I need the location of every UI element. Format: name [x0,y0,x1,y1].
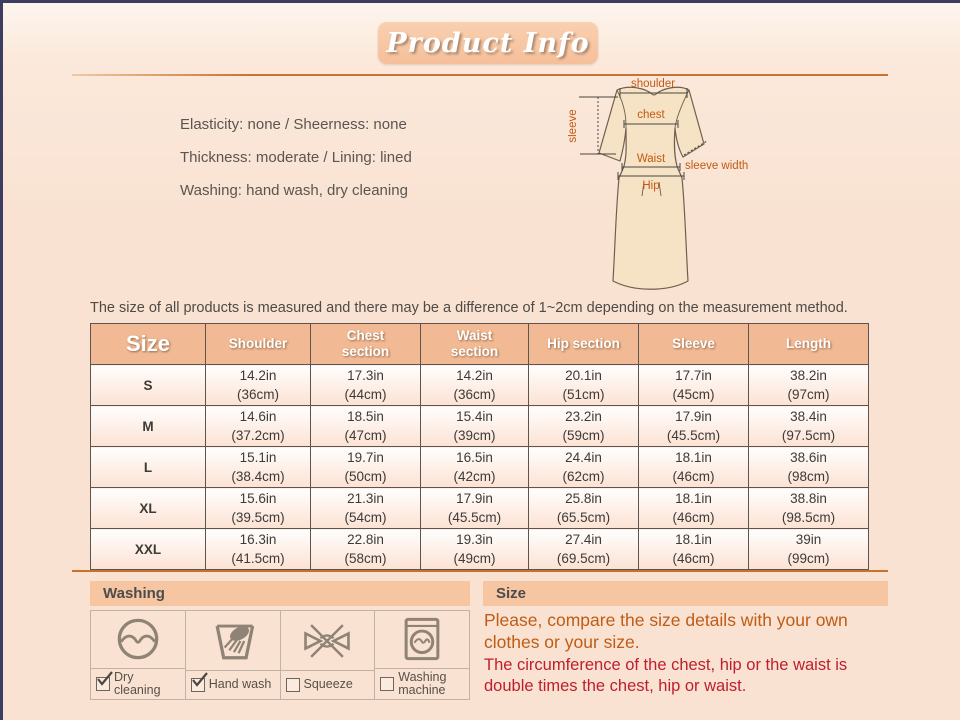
size-compare-note: Please, compare the size details with yo… [484,610,848,653]
top-divider [72,74,888,76]
label-shoulder: shoulder [631,78,675,90]
washing-machine-icon [375,611,469,668]
size-label: XXL [90,528,206,570]
table-cell: 38.6in (98cm) [748,446,869,488]
table-cell: 38.4in (97.5cm) [748,405,869,447]
table-cell: 23.2in (59cm) [528,405,639,447]
table-cell: 38.8in (98.5cm) [748,487,869,529]
table-row: L 15.1in (38.4cm) 19.7in (50cm) 16.5in (42c… [90,446,869,488]
label-waist: Waist [637,153,666,165]
measurement-note: The size of all products is measured and… [90,300,848,316]
table-row: S 14.2in (36cm) 17.3in (44cm) 14.2in (36cm)… [90,364,869,406]
washing-care-table: Dry cleaning Hand wash [90,610,470,700]
table-cell: 16.3in (41.5cm) [205,528,311,570]
col-header-size: Size [90,323,206,365]
care-label: Hand wash [208,677,272,692]
page-title: Product Info [386,27,590,59]
info-elasticity: Elasticity: none / Sheerness: none [180,116,407,133]
label-chest: chest [637,109,665,121]
table-cell: 16.5in (42cm) [420,446,529,488]
col-header-shoulder: Shoulder [205,323,311,365]
table-cell: 18.1in (46cm) [638,487,749,529]
washing-machine-checkbox[interactable] [380,676,395,691]
table-cell: 19.3in (49cm) [420,528,529,570]
table-cell: 39in (99cm) [748,528,869,570]
table-cell: 22.8in (58cm) [310,528,421,570]
table-cell: 25.8in (65.5cm) [528,487,639,529]
size-label: L [90,446,206,488]
frame-top-border [0,0,960,3]
table-cell: 17.7in (45cm) [638,364,749,406]
table-cell: 17.3in (44cm) [310,364,421,406]
table-cell: 17.9in (45.5cm) [420,487,529,529]
table-cell: 18.5in (47cm) [310,405,421,447]
table-cell: 14.6in (37.2cm) [205,405,311,447]
label-sleeve-width: sleeve width [685,160,748,172]
info-thickness: Thickness: moderate / Lining: lined [180,149,412,166]
table-cell: 24.4in (62cm) [528,446,639,488]
care-item-washing-machine: Washing machine [375,611,469,699]
table-cell: 21.3in (54cm) [310,487,421,529]
dry-cleaning-checkbox[interactable] [96,671,113,691]
table-cell: 18.1in (46cm) [638,446,749,488]
info-washing: Washing: hand wash, dry cleaning [180,182,408,199]
table-row: XXL 16.3in (41.5cm) 22.8in (58cm) 19.3in (4… [90,528,869,570]
col-header-hip: Hip section [528,323,639,365]
dress-seams [616,89,690,197]
size-label: S [90,364,206,406]
care-label: Dry cleaning [114,669,161,697]
col-header-length: Length [748,323,869,365]
care-label-row: Squeeze [280,670,375,699]
dry-cleaning-icon [91,611,185,668]
table-row: XL 15.6in (39.5cm) 21.3in (54cm) 17.9in (45… [90,487,869,529]
col-header-sleeve: Sleeve [638,323,749,365]
squeeze-checkbox[interactable] [285,678,300,692]
middle-divider [72,570,888,572]
care-label-row: Dry cleaning [91,667,185,699]
size-circumference-note: The circumference of the chest, hip or t… [484,656,848,695]
hand-wash-checkbox[interactable] [190,672,208,692]
table-row: M 14.6in (37.2cm) 18.5in (47cm) 15.4in (39c… [90,405,869,447]
size-label: M [90,405,206,447]
care-item-dry-cleaning: Dry cleaning [91,611,186,699]
col-header-waist: Waist section [420,323,529,365]
care-label-row: Hand wash [185,670,280,699]
dress-measurement-diagram: shoulder sleeve chest Waist Hip sleeve w… [568,78,748,290]
care-label: Washing machine [398,669,447,697]
care-label-row: Washing machine [375,667,469,699]
table-cell: 14.2in (36cm) [205,364,311,406]
care-item-hand-wash: Hand wash [185,611,281,699]
squeeze-icon [281,611,375,670]
label-hip: Hip [642,180,659,192]
table-cell: 18.1in (46cm) [638,528,749,570]
care-label: Squeeze [303,677,353,692]
fabric-info: Elasticity: none / Sheerness: none Thick… [180,108,412,207]
size-table: Size Shoulder Chest section Waist sectio… [90,323,869,570]
size-section-header: Size [483,581,888,606]
dress-silhouette [598,86,705,290]
table-cell: 38.2in (97cm) [748,364,869,406]
washing-section-header: Washing [90,581,470,606]
label-sleeve: sleeve [568,109,579,142]
measure-lines [579,88,708,180]
title-banner: Product Info [378,22,598,64]
hand-wash-icon [186,611,280,670]
table-cell: 17.9in (45.5cm) [638,405,749,447]
size-label: XL [90,487,206,529]
table-cell: 27.4in (69.5cm) [528,528,639,570]
table-cell: 15.6in (39.5cm) [205,487,311,529]
frame-left-border [0,0,3,720]
table-cell: 14.2in (36cm) [420,364,529,406]
table-cell: 19.7in (50cm) [310,446,421,488]
size-table-header-row: Size Shoulder Chest section Waist sectio… [90,323,869,365]
table-cell: 20.1in (51cm) [528,364,639,406]
table-cell: 15.1in (38.4cm) [205,446,311,488]
col-header-chest: Chest section [310,323,421,365]
table-cell: 15.4in (39cm) [420,405,529,447]
care-item-squeeze: Squeeze [280,611,376,699]
